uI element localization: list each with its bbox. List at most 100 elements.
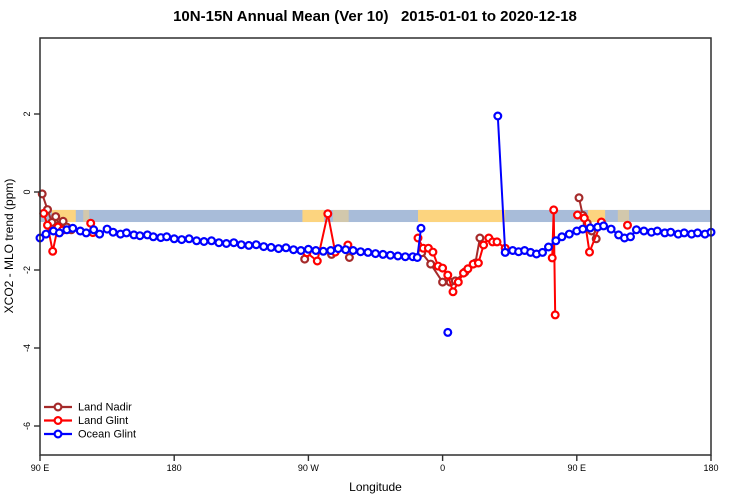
x-tick-label: 180	[703, 463, 718, 473]
data-point	[48, 246, 58, 256]
series-ocean-glint	[35, 111, 716, 337]
data-point	[251, 240, 261, 250]
data-point	[500, 247, 510, 257]
legend-marker	[53, 429, 63, 439]
data-point	[169, 234, 179, 244]
data-point	[639, 226, 649, 236]
y-tick-label: -2	[22, 266, 32, 274]
data-point	[229, 238, 239, 248]
x-tick-label: 90 E	[31, 463, 50, 473]
data-point	[679, 228, 689, 238]
data-point	[493, 111, 503, 121]
data-point	[443, 327, 453, 337]
series-line	[306, 213, 337, 263]
y-axis-title: XCO2 - MLO trend (ppm)	[2, 179, 16, 314]
land-band-segment	[302, 209, 325, 223]
chart-title: 10N-15N Annual Mean (Ver 10) 2015-01-01 …	[173, 8, 577, 25]
x-axis-title: Longitude	[349, 480, 402, 494]
data-point	[378, 249, 388, 259]
ocean-band	[40, 209, 711, 223]
data-point	[652, 226, 662, 236]
data-point	[574, 193, 584, 203]
data-point	[631, 225, 641, 235]
data-point	[177, 235, 187, 245]
y-axis: 2 0 -2 -4 -6 XCO2 - MLO trend (ppm)	[2, 111, 40, 430]
data-point	[412, 253, 422, 263]
data-point	[89, 225, 99, 235]
data-point	[547, 253, 557, 263]
series-land-glint	[39, 205, 632, 320]
legend-marker	[53, 416, 63, 426]
plot-box	[39, 37, 712, 456]
data-point	[68, 223, 78, 233]
data-point	[162, 232, 172, 242]
data-point	[199, 237, 209, 247]
x-tick-label: 180	[167, 463, 182, 473]
data-point	[363, 247, 373, 257]
data-point	[579, 213, 589, 223]
series-land-nadir	[37, 189, 601, 287]
data-point	[39, 208, 49, 218]
y-tick-label: -4	[22, 344, 32, 352]
data-point	[318, 246, 328, 256]
data-point	[311, 246, 321, 256]
data-point	[259, 242, 269, 252]
data-point	[41, 229, 51, 239]
data-point	[537, 247, 547, 257]
data-point	[236, 240, 246, 250]
data-point	[312, 256, 322, 266]
land-band-segment	[83, 209, 90, 223]
legend-label: Land Glint	[78, 415, 128, 427]
land-band-segment	[333, 209, 349, 223]
data-point	[578, 224, 588, 234]
data-point	[572, 210, 582, 220]
data-point	[148, 232, 158, 242]
data-point	[356, 247, 366, 257]
data-point	[400, 252, 410, 262]
data-point	[543, 242, 553, 252]
data-point	[479, 240, 489, 250]
data-point	[214, 238, 224, 248]
data-point	[184, 234, 194, 244]
y-tick-label: 0	[22, 189, 32, 194]
land-band-segment	[617, 209, 629, 223]
data-point	[393, 251, 403, 261]
data-point	[121, 228, 131, 238]
data-point	[281, 243, 291, 253]
data-point	[666, 227, 676, 237]
data-point	[323, 209, 333, 219]
data-point	[453, 277, 463, 287]
data-point	[266, 242, 276, 252]
data-point	[54, 228, 64, 238]
data-point	[95, 229, 105, 239]
data-point	[81, 228, 91, 238]
legend-label: Ocean Glint	[78, 429, 136, 441]
data-point	[438, 263, 448, 273]
data-point	[192, 236, 202, 246]
data-point	[244, 240, 254, 250]
data-point	[385, 250, 395, 260]
legend-label: Land Nadir	[78, 402, 132, 414]
y-tick-label: -6	[22, 422, 32, 430]
data-point	[557, 232, 567, 242]
data-point	[296, 246, 306, 256]
data-point	[371, 249, 381, 259]
data-point	[303, 244, 313, 254]
data-point	[274, 244, 284, 254]
x-axis: 90 E 180 90 W 0 90 E 180 Longitude	[31, 455, 719, 494]
x-tick-label: 90 W	[298, 463, 320, 473]
data-point	[448, 287, 458, 297]
data-point	[207, 236, 217, 246]
data-point	[42, 220, 52, 230]
data-point	[221, 239, 231, 249]
data-point	[475, 233, 485, 243]
data-point	[564, 229, 574, 239]
data-point	[492, 237, 502, 247]
data-point	[428, 247, 438, 257]
data-point	[693, 228, 703, 238]
land-band-segment	[417, 209, 506, 223]
data-point	[348, 246, 358, 256]
data-point	[108, 227, 118, 237]
